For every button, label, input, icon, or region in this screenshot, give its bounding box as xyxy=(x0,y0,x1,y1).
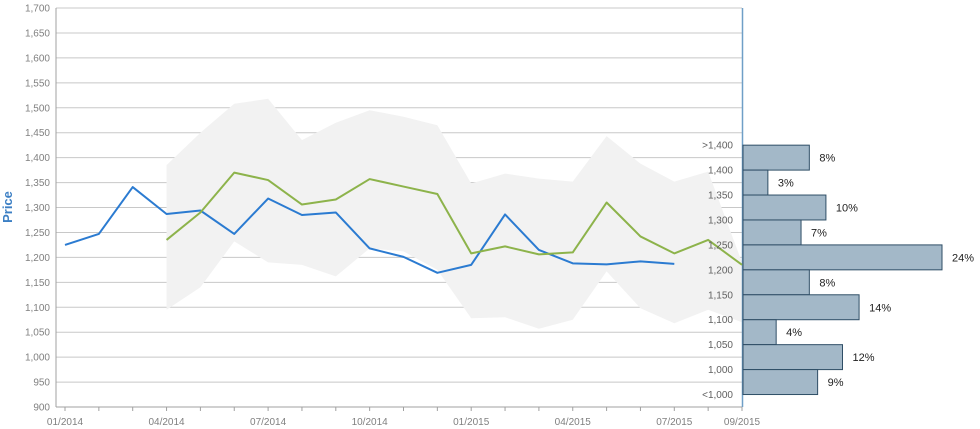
x-tick-label: 07/2014 xyxy=(250,417,287,428)
histogram-bin-label: 1,150 xyxy=(708,290,733,301)
histogram-bar-value-label: 9% xyxy=(828,377,844,389)
histogram-bar xyxy=(742,319,777,346)
y-tick-label: 1,400 xyxy=(25,153,50,164)
y-tick-label: 1,450 xyxy=(25,128,50,139)
y-tick-label: 1,500 xyxy=(25,103,50,114)
histogram-bar-value-label: 4% xyxy=(786,327,802,339)
forecast-range-band xyxy=(166,98,743,329)
histogram-bar-value-label: 24% xyxy=(952,252,974,264)
histogram-bar xyxy=(742,294,860,321)
histogram-bar-value-label: 12% xyxy=(853,352,875,364)
histogram-bin-label: 1,200 xyxy=(708,265,733,276)
y-tick-label: 1,200 xyxy=(25,253,50,264)
histogram-bin-label: 1,400 xyxy=(708,166,733,177)
y-tick-label: 1,100 xyxy=(25,303,50,314)
y-tick-label: 1,250 xyxy=(25,228,50,239)
histogram-bin-label: 1,250 xyxy=(708,240,733,251)
x-axis-tick-labels: 01/2014 04/2014 07/2014 10/2014 01/2015 04/20… xyxy=(47,417,761,428)
range-band-area xyxy=(166,98,743,329)
y-tick-label: 1,300 xyxy=(25,203,50,214)
histogram-bin-label: 1,050 xyxy=(708,340,733,351)
x-tick-label: 04/2014 xyxy=(148,417,185,428)
y-tick-label: 1,000 xyxy=(25,353,50,364)
histogram-bar-value-label: 8% xyxy=(819,153,835,165)
series-lines xyxy=(64,171,743,274)
y-tick-label: 1,700 xyxy=(25,4,50,15)
histogram-bin-label: <1,000 xyxy=(702,390,733,401)
histogram-bar xyxy=(742,369,819,396)
histogram-bar-value-label: 14% xyxy=(869,302,891,314)
distribution-histogram: >1,400 8% 1,400 3% 1,350 10% 1,300 7% 1,250 24% 1,… xyxy=(702,141,974,401)
x-tick-label: 10/2014 xyxy=(352,417,389,428)
y-tick-label: 1,350 xyxy=(25,178,50,189)
histogram-bin-label: 1,000 xyxy=(708,365,733,376)
y-tick-label: 900 xyxy=(33,403,50,414)
y-tick-label: 1,550 xyxy=(25,78,50,89)
histogram-bar xyxy=(742,144,810,171)
histogram-bar-value-label: 3% xyxy=(778,178,794,190)
x-tick-label: 01/2015 xyxy=(453,417,490,428)
x-tick-label: 07/2015 xyxy=(656,417,693,428)
histogram-bin-label: 1,100 xyxy=(708,315,733,326)
y-axis-label: Price xyxy=(0,191,15,223)
histogram-bin-label: 1,300 xyxy=(708,215,733,226)
y-tick-label: 1,650 xyxy=(25,28,50,39)
histogram-bar xyxy=(742,344,843,371)
histogram-bar-value-label: 8% xyxy=(819,277,835,289)
x-tick-label: 01/2014 xyxy=(47,417,84,428)
histogram-bar-value-label: 7% xyxy=(811,227,827,239)
histogram-bar xyxy=(742,244,943,271)
histogram-bar xyxy=(742,269,810,296)
x-tick-label: 04/2015 xyxy=(555,417,592,428)
histogram-bar xyxy=(742,169,769,196)
y-tick-label: 1,150 xyxy=(25,278,50,289)
series-line-2 xyxy=(165,171,743,266)
histogram-bin-label: 1,350 xyxy=(708,191,733,202)
x-tick-label: 09/2015 xyxy=(724,417,761,428)
series-line-1 xyxy=(64,186,675,274)
histogram-bar-value-label: 10% xyxy=(836,203,858,215)
histogram-bar xyxy=(742,219,802,246)
y-tick-label: 1,050 xyxy=(25,328,50,339)
y-tick-label: 1,600 xyxy=(25,53,50,64)
histogram-bar xyxy=(742,194,827,221)
y-tick-label: 950 xyxy=(33,378,50,389)
histogram-bin-label: >1,400 xyxy=(702,141,733,152)
y-axis-tick-labels: 900 950 1,000 1,050 1,100 1,150 1,200 1,250 1,30… xyxy=(25,4,50,414)
